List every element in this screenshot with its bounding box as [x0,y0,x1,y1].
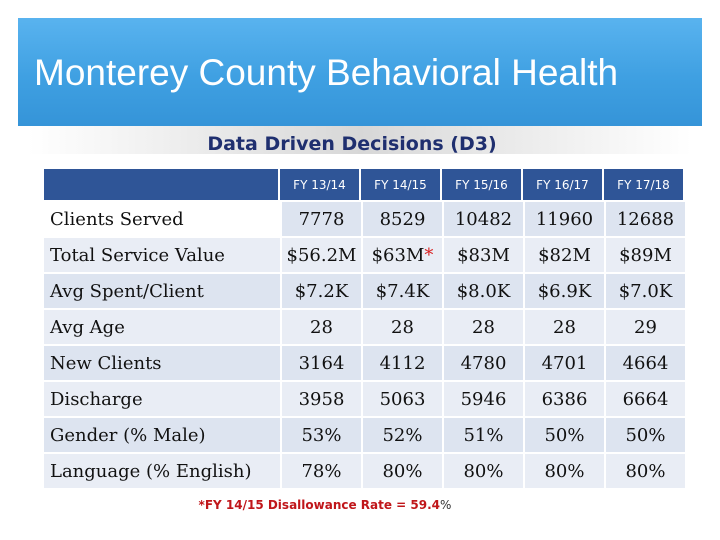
table-cell: $7.0K [604,274,685,308]
table-cell: $89M [604,238,685,272]
column-header: FY 16/17 [523,169,604,200]
table-cell: 51% [442,418,523,452]
slide-title: Monterey County Behavioral Health [34,52,619,93]
column-header: FY 17/18 [604,169,685,200]
column-header: FY 14/15 [361,169,442,200]
row-label: Language (% English) [44,454,280,488]
table-cell: $83M [442,238,523,272]
cell-value: $63M [371,244,425,266]
slide-subtitle: Data Driven Decisions (D3) [207,133,497,155]
row-label: New Clients [44,346,280,380]
row-label: Discharge [44,382,280,416]
table-row: Language (% English) 78% 80% 80% 80% 80% [44,454,685,488]
table-cell: 3958 [280,382,361,416]
row-label: Clients Served [44,202,280,236]
table-cell: $56.2M [280,238,361,272]
table-row: Clients Served 7778 8529 10482 11960 126… [44,202,685,236]
title-banner: Monterey County Behavioral Health [18,18,702,126]
table-cell: 4780 [442,346,523,380]
footnote-text: *FY 14/15 Disallowance Rate = 59.4 [198,498,441,512]
metrics-table: FY 13/14 FY 14/15 FY 15/16 FY 16/17 FY 1… [44,167,685,490]
column-header: FY 13/14 [280,169,361,200]
row-label: Total Service Value [44,238,280,272]
table-cell: 80% [361,454,442,488]
table-row: New Clients 3164 4112 4780 4701 4664 [44,346,685,380]
row-label: Avg Age [44,310,280,344]
table-cell: 10482 [442,202,523,236]
table-cell: $8.0K [442,274,523,308]
table-row: Total Service Value $56.2M $63M* $83M $8… [44,238,685,272]
table-cell: $7.2K [280,274,361,308]
table-row: Discharge 3958 5063 5946 6386 6664 [44,382,685,416]
table-cell: 52% [361,418,442,452]
subtitle-band [28,126,692,154]
table-cell: 28 [442,310,523,344]
table-cell: 4701 [523,346,604,380]
table-cell: 80% [442,454,523,488]
table-cell: 5946 [442,382,523,416]
row-label: Avg Spent/Client [44,274,280,308]
table-cell: 78% [280,454,361,488]
column-header: FY 15/16 [442,169,523,200]
table-cell: 5063 [361,382,442,416]
table-cell: 12688 [604,202,685,236]
table-row: Avg Age 28 28 28 28 29 [44,310,685,344]
table-cell: 4112 [361,346,442,380]
table-cell-with-marker: $63M* [361,238,442,272]
table-cell: 3164 [280,346,361,380]
table-cell: 53% [280,418,361,452]
disallowance-footnote: *FY 14/15 Disallowance Rate = 59.4% [0,498,650,512]
table-cell: $6.9K [523,274,604,308]
table-cell: 28 [280,310,361,344]
table-cell: 6664 [604,382,685,416]
row-label: Gender (% Male) [44,418,280,452]
table-row: Gender (% Male) 53% 52% 51% 50% 50% [44,418,685,452]
table-cell: 8529 [361,202,442,236]
table-cell: 6386 [523,382,604,416]
table-cell: 4664 [604,346,685,380]
table-cell: 80% [604,454,685,488]
table-cell: 50% [523,418,604,452]
footnote-marker: * [424,244,434,266]
table-header-row: FY 13/14 FY 14/15 FY 15/16 FY 16/17 FY 1… [44,169,685,200]
table-row: Avg Spent/Client $7.2K $7.4K $8.0K $6.9K… [44,274,685,308]
table-cell: 28 [523,310,604,344]
table-cell: 80% [523,454,604,488]
table-cell: 11960 [523,202,604,236]
table-cell: 50% [604,418,685,452]
table-cell: $82M [523,238,604,272]
footnote-percent-sign: % [440,498,452,512]
table-cell: 29 [604,310,685,344]
table-cell: $7.4K [361,274,442,308]
table-cell: 28 [361,310,442,344]
table-cell: 7778 [280,202,361,236]
header-corner-cell [44,169,280,200]
